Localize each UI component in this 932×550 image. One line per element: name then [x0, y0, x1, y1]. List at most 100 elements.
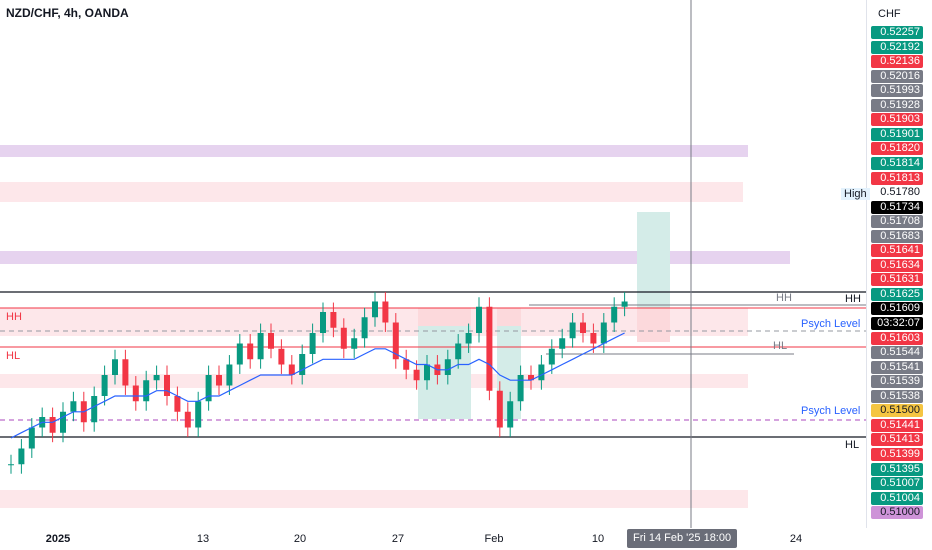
- currency-label: CHF: [878, 8, 901, 20]
- candle-body: [580, 322, 586, 333]
- price-axis-label: 0.51007: [871, 477, 923, 491]
- price-axis-label: 0.52257: [871, 26, 923, 39]
- candle-body: [174, 396, 181, 412]
- price-axis-label: 0.52136: [871, 55, 923, 69]
- price-axis-label: 0.51603: [871, 331, 923, 345]
- candle-body: [496, 390, 503, 428]
- price-axis-label: 0.51395: [871, 462, 923, 476]
- price-axis-label: 0.51901: [871, 127, 923, 141]
- price-axis-label: 0.51625: [871, 287, 923, 301]
- candle-body: [548, 348, 555, 365]
- candle-body: [18, 448, 25, 465]
- candle-body: [569, 322, 576, 339]
- time-label-2025: 2025: [45, 533, 71, 545]
- crosshair-time-label: Fri 14 Feb '25 18:00: [627, 529, 738, 548]
- position-stop-zone-3: [637, 308, 670, 342]
- candle-body: [320, 312, 326, 333]
- candle-body: [590, 333, 597, 344]
- price-axis-label: 0.51820: [871, 142, 923, 156]
- candle-body: [465, 333, 472, 344]
- candle-body: [600, 322, 607, 344]
- price-axis-label: 0.51928: [871, 98, 923, 112]
- candle-body: [340, 327, 347, 349]
- time-label-24: 24: [789, 533, 803, 545]
- candle-body: [60, 411, 66, 433]
- candle-body: [403, 359, 410, 370]
- candle-body: [392, 322, 399, 360]
- time-label-13: 13: [196, 533, 210, 545]
- position-stop-zone-1: [418, 308, 471, 326]
- candle-body: [413, 369, 420, 381]
- candle-body: [299, 354, 306, 375]
- candle-body: [517, 375, 524, 402]
- candle-body: [49, 417, 56, 433]
- price-axis-label: 0.51641: [871, 244, 923, 258]
- hl-tag-right: HL: [845, 439, 860, 451]
- candle-body: [143, 380, 150, 402]
- candle-body: [8, 464, 14, 466]
- price-axis-label: 0.51634: [871, 258, 923, 272]
- price-axis-label: 0.51538: [871, 389, 923, 403]
- time-label-10: 10: [591, 533, 605, 545]
- candle-body: [288, 364, 295, 375]
- price-axis-label: 0.51708: [871, 215, 923, 229]
- candle-body: [486, 306, 493, 391]
- candle-body: [268, 333, 274, 349]
- candle-body: [153, 375, 160, 381]
- candle-body: [91, 396, 98, 423]
- supply-zone-pink-upper: [0, 182, 743, 202]
- price-axis-label: 0.51780: [871, 186, 923, 200]
- candle-body: [112, 359, 118, 375]
- candle-body: [247, 343, 254, 360]
- price-axis-label: 0.51000: [871, 506, 923, 520]
- candle-body: [122, 359, 129, 386]
- candle-body: [216, 375, 222, 386]
- price-axis-label: 0.51004: [871, 491, 923, 505]
- candle-body: [309, 333, 316, 354]
- candle-body: [70, 401, 77, 412]
- price-axis-label: 0.51683: [871, 229, 923, 243]
- price-axis-label: 0.52016: [871, 69, 923, 83]
- position-target-zone-3: [637, 212, 670, 308]
- candle-body: [101, 375, 108, 396]
- time-axis[interactable]: 2025 13 20 27 Feb 10 24: [0, 528, 866, 550]
- moving-average-line: [10, 332, 625, 439]
- hl-tag-gray: HL: [773, 340, 788, 352]
- time-label-20: 20: [293, 533, 307, 545]
- candle-body: [278, 348, 285, 365]
- price-axis-label: 0.51500: [871, 404, 923, 418]
- candle-body: [330, 312, 337, 328]
- price-axis-label: 0.51993: [871, 84, 923, 98]
- position-stop-zone-2: [497, 308, 521, 326]
- candle-body: [132, 385, 139, 402]
- candle-body: [455, 343, 462, 360]
- price-axis-label: 0.51539: [871, 375, 923, 389]
- price-axis-label: 0.51734: [871, 200, 923, 214]
- candle-body: [444, 359, 451, 375]
- price-axis-label: 0.51903: [871, 113, 923, 127]
- candle-body: [164, 375, 170, 396]
- candle-body: [382, 301, 389, 323]
- candle-body: [507, 401, 514, 428]
- demand-zone-pink-bottom: [0, 490, 748, 508]
- zone-pink-lower: [0, 374, 748, 388]
- psych-level-tag-upper: Psych Level: [801, 318, 861, 330]
- candle-body: [611, 306, 618, 323]
- time-label-27: 27: [391, 533, 405, 545]
- candle-body: [424, 364, 430, 381]
- symbol-title: NZD/CHF, 4h, OANDA: [6, 6, 129, 20]
- supply-zone-purple-upper: [0, 145, 748, 157]
- hl-tag-left: HL: [6, 350, 21, 362]
- candle-body: [351, 338, 358, 349]
- candle-body: [559, 338, 566, 349]
- price-axis-label: 0.51609: [871, 302, 923, 316]
- candle-body: [257, 333, 264, 360]
- candle-body: [195, 401, 202, 428]
- price-axis-label: 0.51631: [871, 273, 923, 287]
- price-axis-label: 0.51399: [871, 447, 923, 461]
- price-axis-label: 0.51813: [871, 171, 923, 185]
- candle-body: [538, 364, 545, 381]
- high-tag: High: [841, 188, 870, 200]
- hh-tag-left: HH: [6, 311, 22, 323]
